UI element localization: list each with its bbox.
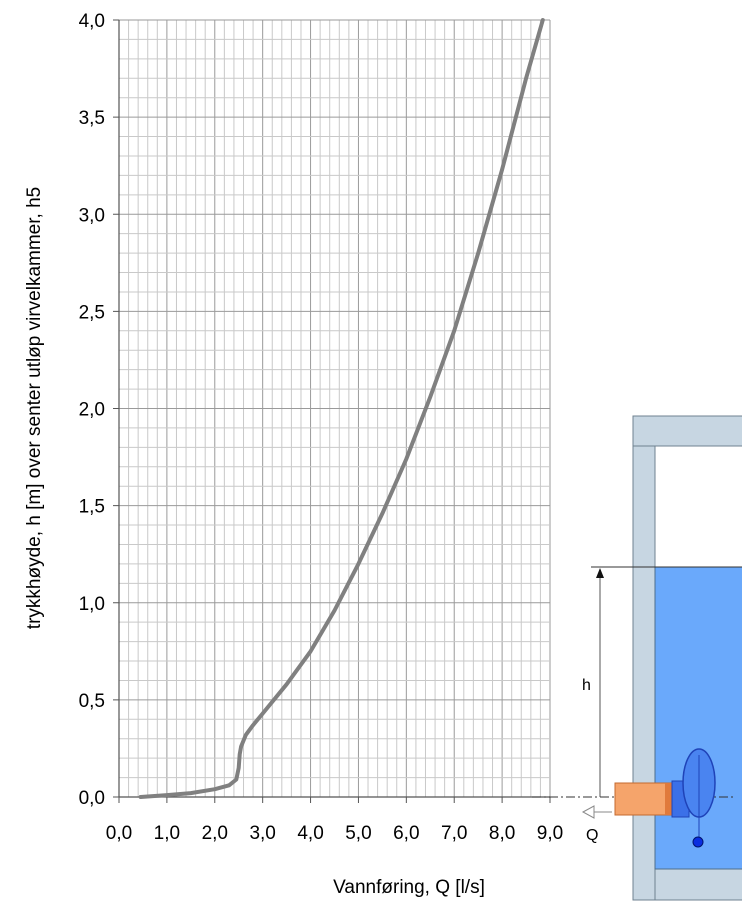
- chamber-bottom-wall: [654, 868, 742, 901]
- grid: [118, 19, 551, 798]
- q-arrow-head: [581, 805, 595, 819]
- x-tick-label: 9,0: [537, 823, 563, 844]
- y-tick-label: 3,0: [79, 205, 105, 226]
- h-arrow-head: [596, 568, 604, 578]
- y-tick-label: 4,0: [79, 11, 105, 32]
- x-tick-label: 6,0: [393, 823, 419, 844]
- h-label: h: [582, 677, 591, 694]
- series-layer: [138, 18, 545, 799]
- x-tick-label: 1,0: [154, 823, 180, 844]
- outlet-pipe: [614, 782, 673, 816]
- x-tick-label: 2,0: [202, 823, 228, 844]
- x-axis-title: Vannføring, Q [l/s]: [333, 877, 485, 898]
- y-tick-label: 1,0: [79, 594, 105, 615]
- y-tick-label: 3,5: [79, 108, 105, 129]
- vortex-chamber-diagram: h Q: [532, 415, 742, 901]
- x-tick-label: 7,0: [441, 823, 467, 844]
- x-tick-label: 3,0: [249, 823, 275, 844]
- x-tick-label: 8,0: [489, 823, 515, 844]
- x-tick-label: 5,0: [345, 823, 371, 844]
- x-tick-label: 4,0: [297, 823, 323, 844]
- pipe-connector: [665, 783, 673, 815]
- x-tick-label: 0,0: [106, 823, 132, 844]
- series-line: [138, 18, 545, 799]
- y-tick-label: 0,5: [79, 691, 105, 712]
- y-tick-label: 2,0: [79, 400, 105, 421]
- tick-labels: 0,0 0,5 1,0 1,5 2,0 2,5 3,0 3,5 4,0 0,0 1,0 2,0 3,0 4…: [79, 11, 564, 844]
- chamber-left-wall: [632, 445, 656, 901]
- y-tick-label: 1,5: [79, 497, 105, 518]
- chamber-top-wall: [632, 415, 742, 447]
- y-tick-label: 0,0: [79, 788, 105, 809]
- y-axis-title: trykkhøyde, h [m] over senter utløp virv…: [24, 187, 45, 629]
- y-tick-label: 2,5: [79, 302, 105, 323]
- axes: [113, 19, 551, 803]
- valve-ball: [692, 836, 704, 848]
- q-label: Q: [586, 827, 598, 844]
